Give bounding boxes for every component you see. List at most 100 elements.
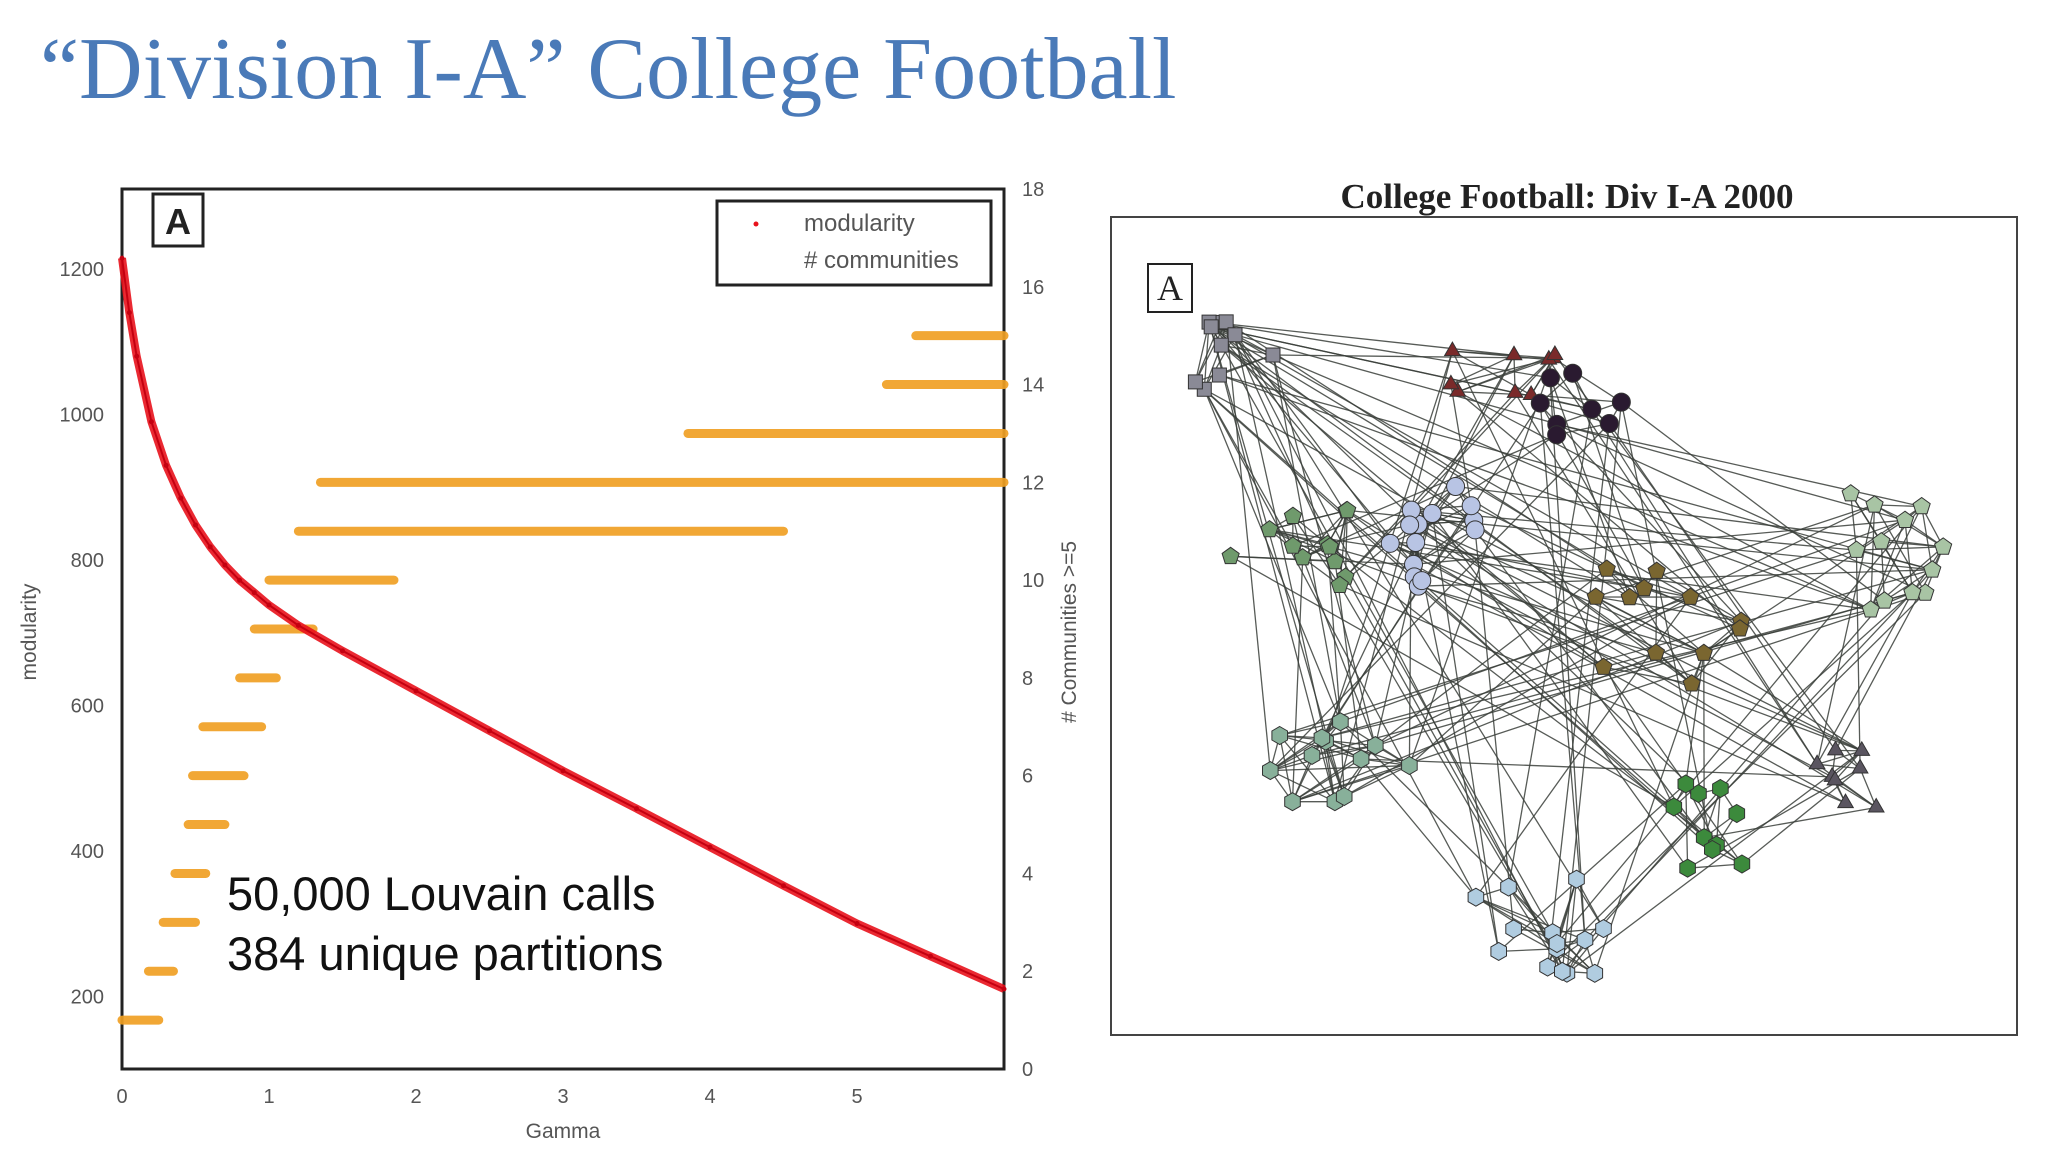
network-node [1506,382,1524,398]
network-panel-label-box [1147,263,1193,313]
network-edge [1279,721,1341,737]
network-node [1406,533,1426,553]
network-node [1836,793,1855,809]
network-edge [1234,334,1605,929]
network-edge [1410,509,1604,668]
network-node [1646,643,1666,661]
network-node [1265,347,1281,363]
network-edge [1269,529,1336,563]
network-edge [1269,509,1348,531]
modularity-point [634,806,639,812]
modularity-point [928,953,933,959]
network-edge [1230,555,1336,563]
network-node [1505,345,1523,361]
modularity-point [237,577,243,583]
network-edge [1514,392,1693,685]
network-edge [1208,321,1551,379]
network-edge [1470,505,1608,570]
network-edge [1431,355,1515,514]
network-node [1313,728,1331,748]
network-edge [1566,928,1605,974]
network-node [1262,761,1279,781]
network-node [1335,786,1353,807]
network-edge [1270,770,1336,803]
network-edge [1715,788,1722,846]
network-edge [1856,505,1923,551]
network-edge [1291,557,1304,802]
network-node [1332,712,1349,732]
network-edge [1209,321,1515,356]
network-edge [1620,401,1713,850]
network-edge [1859,768,1877,808]
network-edge [1606,568,1741,630]
network-edge [1272,354,1554,359]
network-edge [1291,755,1313,802]
network-node [1380,533,1400,553]
network-edge [1339,721,1509,888]
panel-label-box [151,192,205,248]
network-edge [1475,596,1691,898]
network-edge [1584,592,1913,941]
modularity-point [178,495,184,501]
network-edge [1208,321,1691,598]
network-node [1847,540,1866,558]
network-edge [1361,758,1833,778]
network-node [1730,619,1750,637]
network-node [1576,930,1594,950]
network-edge [1210,326,1645,589]
network-node [1682,674,1701,692]
x-tick-label: 1 [263,1086,274,1108]
network-node [1303,745,1321,765]
network-edge [1326,544,1568,974]
network-edge [1603,666,1692,685]
network-node [1826,770,1844,786]
network-node [1923,560,1942,578]
network-edge [1321,609,1871,739]
network-edge [1451,350,1675,808]
network-node [1461,496,1481,516]
y2-tick-label: 8 [1022,668,1033,690]
network-edge [1269,528,1863,752]
network-edge [1850,493,1858,551]
network-edge [1452,350,1532,396]
modularity-point [222,562,228,568]
network-node [1582,399,1602,419]
network-edge [1208,321,1699,795]
network-edge [1566,879,1578,974]
network-node [1853,740,1871,756]
y2-tick-label: 10 [1022,570,1044,592]
modularity-point [1001,986,1007,992]
modularity-point [119,255,125,261]
network-node [1679,858,1696,878]
modularity-point [193,522,198,528]
x-tick-label: 5 [851,1086,862,1108]
network-node [1704,839,1721,860]
network-node [1412,571,1432,591]
legend-marker-modularity [753,221,759,227]
network-edge [1431,513,1689,869]
x-tick-label: 2 [410,1086,421,1108]
network-node [1594,657,1613,675]
modularity-point [340,648,345,654]
network-node [1635,578,1654,597]
y2-tick-label: 18 [1022,179,1044,201]
network-node [1611,392,1631,412]
network-node [1367,736,1384,756]
network-edge [1194,381,1713,850]
network-node [1320,537,1339,555]
modularity-point [413,688,419,694]
legend-entry-communities: # communities [804,247,959,274]
network-node [1325,551,1345,570]
network-edge [1220,344,1657,654]
y2-axis-label: # Communities >=5 [1058,541,1081,723]
network-edge [1208,321,1414,565]
network-edge [1566,750,1863,974]
network-edge [1340,519,1906,723]
network-node [1330,575,1349,593]
y-tick-label: 600 [71,695,104,717]
y2-axis-ticks: 0 2 4 6 8 10 12 14 16 18 [1022,179,1044,1081]
network-edge [1208,321,1336,802]
network-node [1465,520,1485,540]
modularity-point [207,544,213,550]
